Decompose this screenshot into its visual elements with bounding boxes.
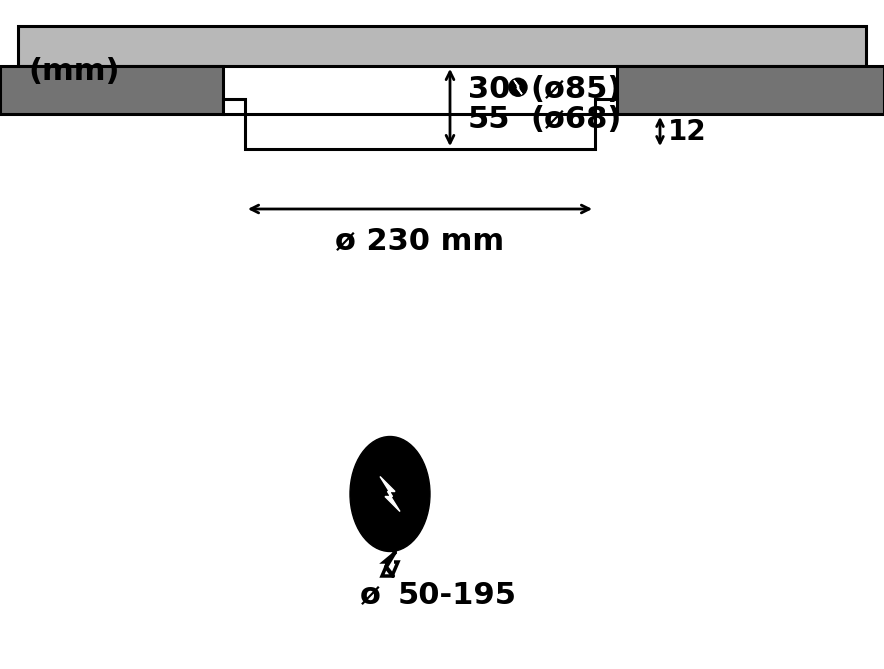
Bar [617, 66, 884, 114]
Bar [595, 99, 617, 114]
Text: (ø68): (ø68) [530, 106, 621, 134]
Bar [0, 66, 223, 114]
Polygon shape [380, 476, 400, 512]
Polygon shape [514, 80, 522, 94]
Bar [18, 26, 866, 66]
Bar [245, 114, 595, 149]
Text: 50-195: 50-195 [398, 581, 517, 610]
Text: 12: 12 [668, 118, 706, 145]
Ellipse shape [509, 78, 527, 96]
Text: (mm): (mm) [28, 56, 119, 86]
Text: 55: 55 [468, 106, 510, 134]
Text: ø 230 mm: ø 230 mm [335, 227, 505, 256]
Text: (ø85): (ø85) [530, 75, 621, 104]
Text: 30: 30 [468, 75, 510, 104]
Text: ø: ø [360, 581, 381, 610]
Ellipse shape [350, 436, 430, 551]
Bar [223, 99, 245, 114]
